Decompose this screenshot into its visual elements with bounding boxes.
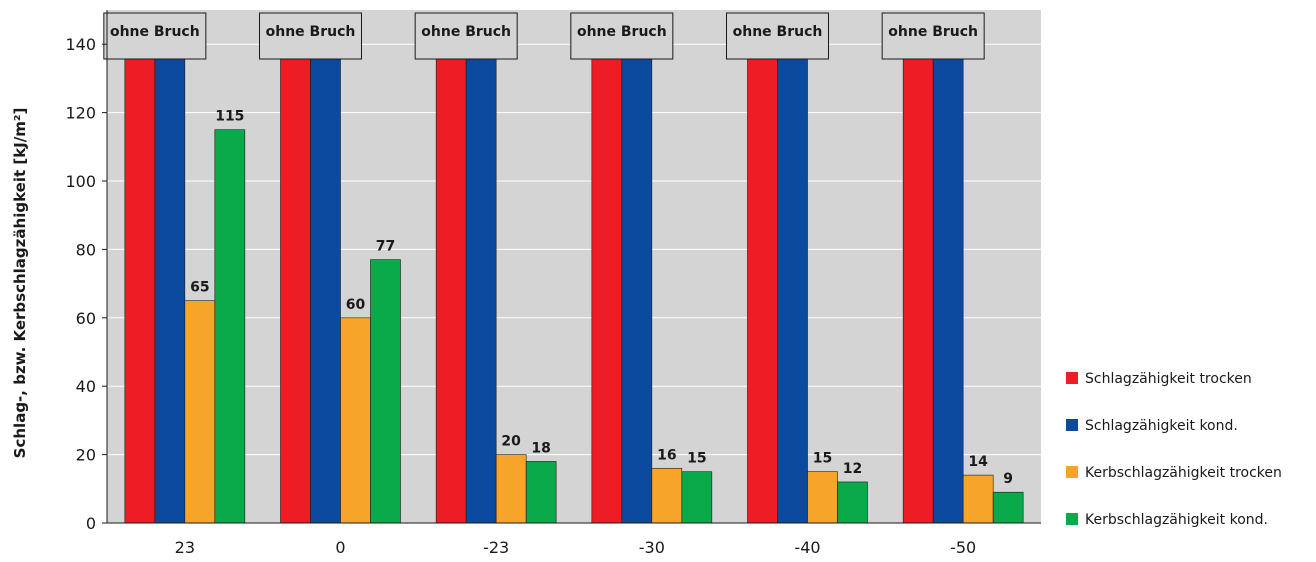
- x-tick-label: -40: [794, 538, 820, 557]
- data-labels: 65 115 60 77 20 18 16 15 15 12 14 9: [190, 109, 1013, 488]
- bar: [184, 300, 216, 524]
- bar: [807, 471, 838, 524]
- bar: [932, 58, 964, 524]
- data-label: 18: [531, 440, 550, 456]
- legend-label: Kerbschlagzähigkeit trocken: [1085, 465, 1282, 481]
- bar: [465, 58, 497, 524]
- data-label: 12: [843, 461, 862, 477]
- no-break-label: ohne Bruch: [110, 24, 200, 40]
- legend-label: Kerbschlagzähigkeit kond.: [1085, 512, 1268, 528]
- plot-area: [107, 10, 1041, 523]
- x-tick-label: -30: [639, 538, 665, 557]
- data-label: 15: [687, 451, 706, 467]
- x-tick-label: -23: [483, 538, 509, 557]
- bar: [902, 58, 934, 524]
- bar: [837, 481, 868, 524]
- legend-swatch: [1066, 372, 1078, 384]
- x-tick-label: 0: [335, 538, 345, 557]
- y-axis-ticks: 0 20 40 60 80 100 120 140: [65, 35, 107, 533]
- data-label: 14: [968, 454, 988, 470]
- bar: [154, 58, 186, 524]
- bar: [214, 129, 246, 524]
- legend-swatch: [1066, 419, 1078, 431]
- y-tick-label: 120: [65, 104, 96, 123]
- y-tick-label: 140: [65, 35, 96, 54]
- data-label: 16: [657, 447, 676, 463]
- legend-swatch: [1066, 466, 1078, 478]
- x-tick-label: 23: [175, 538, 195, 557]
- bar: [681, 471, 713, 524]
- bar: [621, 58, 653, 524]
- x-tick-label: -50: [950, 538, 976, 557]
- y-tick-label: 60: [76, 309, 96, 328]
- bar: [495, 454, 527, 524]
- bar: [435, 58, 467, 524]
- data-label: 9: [1003, 471, 1013, 487]
- legend-label: Schlagzähigkeit trocken: [1085, 371, 1252, 387]
- legend-swatch: [1066, 513, 1078, 525]
- legend-label: Schlagzähigkeit kond.: [1085, 418, 1238, 434]
- data-label: 115: [215, 109, 244, 125]
- y-tick-label: 40: [76, 377, 96, 396]
- data-label: 15: [813, 451, 832, 467]
- data-label: 77: [376, 239, 395, 255]
- bar: [340, 317, 371, 524]
- bar: [591, 58, 623, 524]
- no-break-label: ohne Bruch: [733, 24, 823, 40]
- bar: [992, 491, 1024, 524]
- x-axis-ticks: 23 0 -23 -30 -40 -50: [175, 538, 977, 557]
- bar: [525, 461, 557, 524]
- no-break-box: [259, 12, 362, 60]
- no-break-box: [570, 12, 674, 60]
- no-break-label: ohne Bruch: [888, 24, 978, 40]
- no-break-boxes: ohne Bruch ohne Bruch ohne Bruch ohne Bruch…: [103, 12, 985, 60]
- no-break-label: ohne Bruch: [577, 24, 667, 40]
- bar: [124, 58, 156, 524]
- bar: [280, 58, 311, 524]
- no-break-box: [103, 12, 207, 60]
- legend: Schlagzähigkeit trocken Schlagzähigkeit k…: [1066, 371, 1282, 528]
- y-tick-label: 20: [76, 446, 96, 465]
- no-break-box: [881, 12, 985, 60]
- data-label: 65: [190, 280, 209, 296]
- y-tick-label: 0: [86, 514, 96, 533]
- no-break-box: [414, 12, 518, 60]
- data-label: 20: [501, 434, 521, 450]
- bar: [651, 467, 683, 524]
- bar: [962, 474, 994, 524]
- y-axis-title: Schlag-, bzw. Kerbschlagzähigkeit [kJ/m²…: [11, 108, 29, 459]
- bar: [747, 58, 778, 524]
- no-break-label: ohne Bruch: [266, 24, 356, 40]
- y-tick-label: 80: [76, 240, 96, 259]
- no-break-label: ohne Bruch: [421, 24, 511, 40]
- bar: [310, 58, 341, 524]
- bar: [370, 259, 401, 524]
- data-label: 60: [346, 297, 366, 313]
- bar: [777, 58, 808, 524]
- no-break-box: [726, 12, 829, 60]
- y-tick-label: 100: [65, 172, 96, 191]
- bars: [124, 58, 1024, 524]
